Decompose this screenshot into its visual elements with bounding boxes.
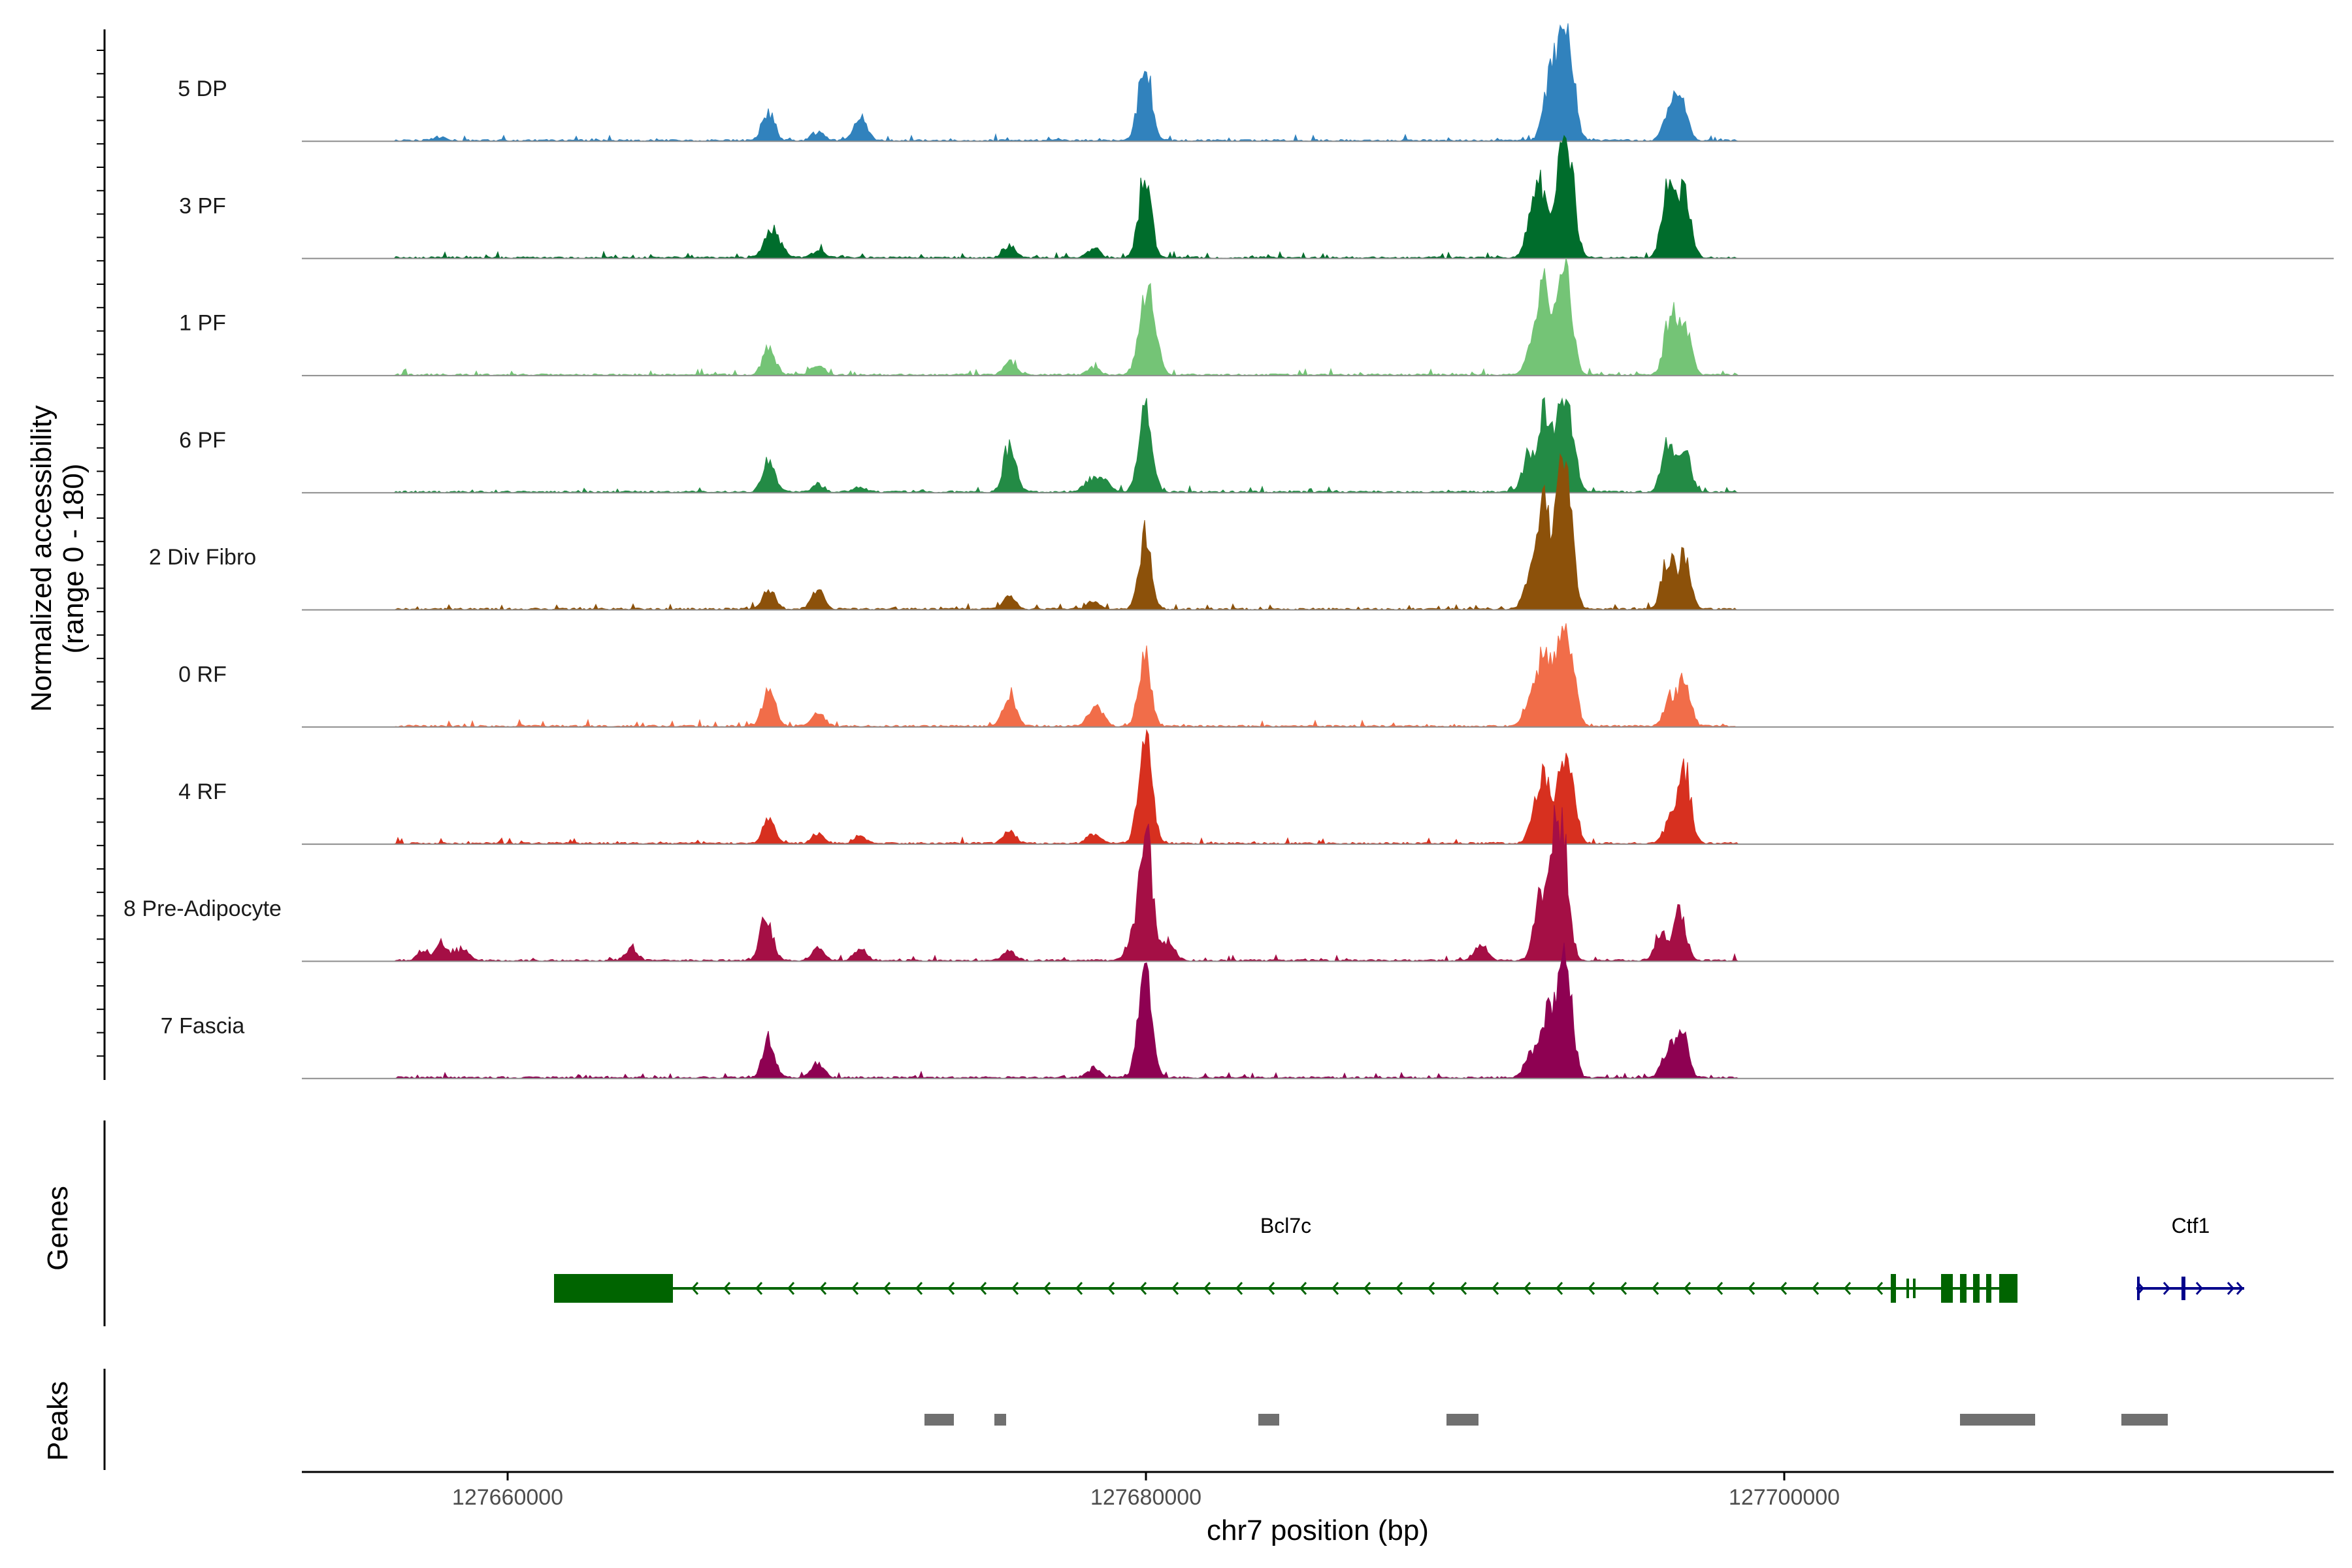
peak-region	[924, 1414, 954, 1426]
peak-region	[2121, 1414, 2168, 1426]
coverage-area-4-rf	[302, 728, 2334, 845]
strand-chevron	[755, 1282, 763, 1295]
track-label: 4 RF	[178, 779, 227, 804]
track-label: 8 Pre-Adipocyte	[123, 896, 282, 921]
gene-exon	[1986, 1274, 1991, 1303]
peak-region	[1446, 1414, 1478, 1426]
strand-chevron	[691, 1282, 699, 1295]
strand-chevron	[1235, 1282, 1243, 1295]
strand-chevron	[1459, 1282, 1467, 1295]
coverage-area-7-fascia	[302, 942, 2334, 1079]
strand-chevron	[1395, 1282, 1403, 1295]
strand-chevron	[1139, 1282, 1147, 1295]
track-label: 6 PF	[179, 428, 226, 453]
strand-chevron	[1107, 1282, 1115, 1295]
x-tick-label: 127680000	[1090, 1485, 1201, 1510]
strand-chevron	[979, 1282, 987, 1295]
gene-exon	[1941, 1274, 1953, 1303]
peaks-track-label: Peaks	[42, 1381, 74, 1461]
strand-chevron	[2227, 1282, 2235, 1295]
coverage-area-6-pf	[302, 397, 2334, 493]
track-label: 3 PF	[179, 193, 226, 218]
gene-exon	[1891, 1274, 1896, 1303]
strand-chevron	[1779, 1282, 1788, 1295]
strand-chevron	[1747, 1282, 1756, 1295]
gene-exon	[1960, 1274, 1967, 1303]
track-label: 7 Fascia	[161, 1013, 245, 1038]
x-axis-ticks: 127660000 127680000 127700000	[452, 1472, 1840, 1510]
gene-name-ctf1: Ctf1	[2172, 1214, 2210, 1237]
strand-chevron	[1651, 1282, 1659, 1295]
y-axis-ticks	[97, 50, 105, 1057]
coverage-area-5-dp	[302, 23, 2334, 142]
track-label: 2 Div Fibro	[149, 545, 256, 570]
gene-exon	[2181, 1277, 2185, 1300]
track-label: 0 RF	[178, 662, 227, 687]
x-axis-title: chr7 position (bp)	[1207, 1514, 1429, 1546]
strand-chevron	[1011, 1282, 1019, 1295]
coverage-area-8-pre-adipocyte	[302, 805, 2334, 962]
gene-exon	[1913, 1279, 1916, 1298]
track-label: 5 DP	[178, 76, 227, 101]
coverage-area-0-rf	[302, 623, 2334, 728]
y-axis-title: Normalized accessibility	[25, 405, 57, 711]
strand-chevron	[1427, 1282, 1435, 1295]
strand-chevron	[819, 1282, 827, 1295]
strand-chevron	[2163, 1282, 2171, 1295]
strand-chevron	[1523, 1282, 1531, 1295]
strand-chevron	[915, 1282, 923, 1295]
strand-chevron	[947, 1282, 955, 1295]
strand-chevron	[1811, 1282, 1820, 1295]
strand-chevron	[1683, 1282, 1691, 1295]
coverage-tracks	[302, 23, 2334, 1079]
strand-chevron	[787, 1282, 795, 1295]
strand-chevron	[723, 1282, 731, 1295]
x-tick-label: 127660000	[452, 1485, 563, 1510]
gene-exon	[1973, 1274, 1980, 1303]
peak-region	[1960, 1414, 2035, 1426]
strand-chevron	[1491, 1282, 1499, 1295]
strand-chevron	[1203, 1282, 1211, 1295]
peak-region	[1258, 1414, 1279, 1426]
gene-exon	[2137, 1277, 2140, 1300]
strand-chevron	[1267, 1282, 1275, 1295]
track-label: 1 PF	[179, 311, 226, 336]
gene-exon	[554, 1274, 673, 1303]
coverage-area-3-pf	[302, 135, 2334, 259]
y-axis-subtitle: (range 0 - 180)	[57, 463, 90, 653]
strand-chevron	[1555, 1282, 1563, 1295]
strand-chevron	[1587, 1282, 1595, 1295]
strand-chevron	[1075, 1282, 1083, 1295]
strand-chevron	[1043, 1282, 1051, 1295]
coverage-area-1-pf	[302, 257, 2334, 376]
strand-chevron	[1171, 1282, 1179, 1295]
strand-chevron	[851, 1282, 859, 1295]
coverage-area-2-div-fibro	[302, 453, 2334, 611]
peaks-track	[924, 1414, 2168, 1426]
strand-chevron	[1299, 1282, 1307, 1295]
gene-exon	[1906, 1279, 1909, 1298]
track-labels: 5 DP 3 PF 1 PF 6 PF 2 Div Fibro 0 RF 4 RF 8 Pre…	[123, 76, 282, 1038]
strand-chevron	[2236, 1282, 2244, 1295]
genes-track: Bcl7c Ctf1	[554, 1214, 2244, 1303]
genes-track-label: Genes	[42, 1186, 74, 1271]
strand-chevron	[883, 1282, 891, 1295]
strand-chevron	[1843, 1282, 1852, 1295]
strand-chevron	[1875, 1282, 1884, 1295]
strand-chevron	[1363, 1282, 1371, 1295]
strand-chevron	[1619, 1282, 1627, 1295]
strand-chevron	[1715, 1282, 1723, 1295]
gene-exon	[1999, 1274, 2017, 1303]
strand-chevron	[1331, 1282, 1339, 1295]
x-tick-label: 127700000	[1729, 1485, 1840, 1510]
strand-chevron	[2195, 1282, 2204, 1295]
peak-region	[994, 1414, 1006, 1426]
gene-name-bcl7c: Bcl7c	[1260, 1214, 1311, 1237]
